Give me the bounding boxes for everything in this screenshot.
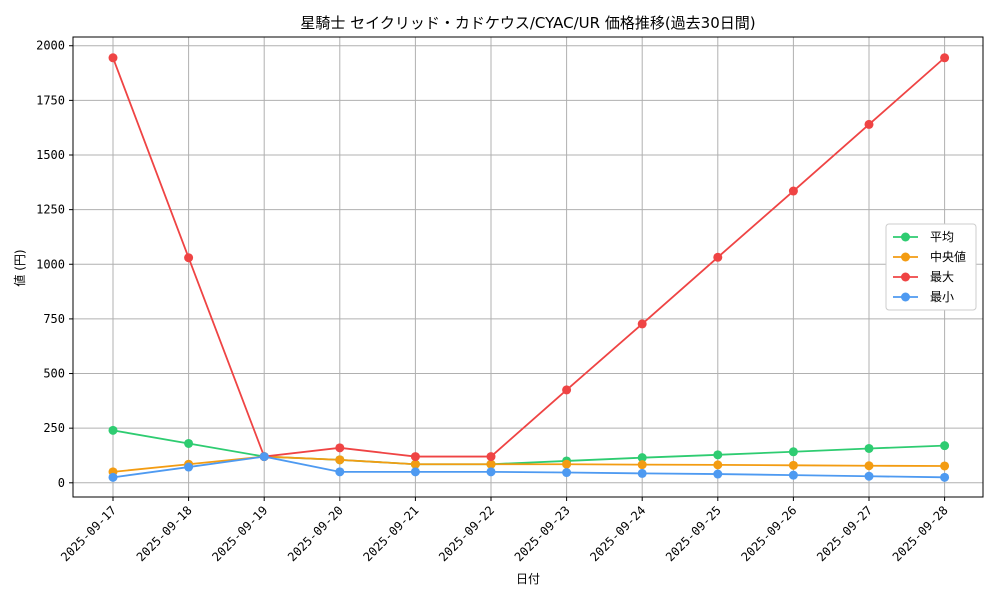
y-tick-label: 1250 xyxy=(36,203,65,217)
data-point xyxy=(788,470,798,480)
data-point xyxy=(713,450,723,460)
data-point xyxy=(184,438,194,448)
data-point xyxy=(335,467,345,477)
series-line xyxy=(112,429,945,466)
data-point xyxy=(259,452,269,462)
legend-marker xyxy=(901,272,910,282)
data-point xyxy=(637,468,647,478)
data-point xyxy=(184,462,194,472)
data-point xyxy=(864,461,874,471)
data-point xyxy=(410,452,420,462)
y-tick-label: 1750 xyxy=(36,93,65,107)
data-point xyxy=(335,455,345,465)
data-point xyxy=(562,385,572,395)
series-2 xyxy=(108,53,950,462)
data-point xyxy=(562,468,572,478)
legend-marker xyxy=(901,232,910,242)
data-point xyxy=(108,472,118,482)
y-tick-label: 750 xyxy=(43,312,65,326)
data-point xyxy=(864,443,874,453)
y-tick-label: 0 xyxy=(58,476,65,490)
series-3 xyxy=(108,452,950,482)
data-point xyxy=(713,469,723,479)
y-axis-label: 値 (円) xyxy=(12,249,27,286)
data-point xyxy=(637,319,647,329)
chart-title: 星騎士 セイクリッド・カドケウス/CYAC/UR 価格推移(過去30日間) xyxy=(300,14,755,32)
plot-area-frame xyxy=(72,36,984,498)
y-tick-label: 500 xyxy=(43,367,65,381)
data-point xyxy=(108,53,118,63)
data-point xyxy=(940,472,950,482)
data-point xyxy=(184,253,194,263)
data-point xyxy=(788,447,798,457)
y-tick-label: 1000 xyxy=(36,257,65,271)
data-point xyxy=(940,53,950,63)
legend-label: 中央値 xyxy=(930,249,966,264)
data-point xyxy=(486,459,496,469)
legend-box xyxy=(885,223,977,311)
data-point xyxy=(486,452,496,462)
legend-label: 最大 xyxy=(930,270,954,284)
legend-label: 最小 xyxy=(930,290,954,304)
y-tick-label: 1500 xyxy=(36,148,65,162)
y-tick-label: 2000 xyxy=(36,39,65,53)
data-point xyxy=(788,186,798,196)
y-tick-label: 250 xyxy=(43,421,65,435)
data-point xyxy=(108,425,118,435)
x-axis-label: 日付 xyxy=(516,572,540,586)
data-point xyxy=(864,119,874,129)
data-point xyxy=(486,467,496,477)
data-point xyxy=(713,252,723,262)
series-line xyxy=(112,57,946,458)
data-point xyxy=(410,459,420,469)
legend-marker xyxy=(901,292,910,302)
legend-label: 平均 xyxy=(930,230,954,244)
data-point xyxy=(637,453,647,463)
data-point xyxy=(562,459,572,469)
data-point xyxy=(637,460,647,470)
data-point xyxy=(864,471,874,481)
data-point xyxy=(940,461,950,471)
data-point xyxy=(788,460,798,470)
legend-marker xyxy=(901,252,910,262)
data-point xyxy=(940,441,950,451)
data-point xyxy=(713,460,723,470)
series-line xyxy=(112,455,945,479)
data-point xyxy=(410,467,420,477)
data-point xyxy=(335,443,345,453)
